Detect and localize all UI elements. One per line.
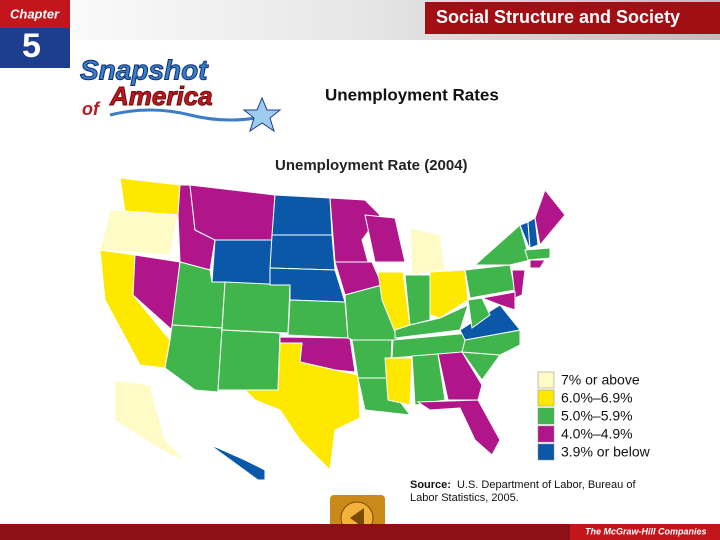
state xyxy=(511,269,526,299)
state xyxy=(429,269,469,319)
state xyxy=(211,239,273,286)
state xyxy=(524,247,551,261)
state xyxy=(269,234,336,271)
source-lead: Source: xyxy=(410,479,451,491)
state xyxy=(119,177,181,216)
state xyxy=(287,299,349,339)
state xyxy=(217,329,281,391)
source-text-2: Labor Statistics, 2005. xyxy=(410,492,519,504)
source-text-1: U.S. Department of Labor, Bureau of xyxy=(457,479,636,491)
state xyxy=(467,297,491,329)
legend-swatch xyxy=(537,389,555,407)
state xyxy=(99,209,179,256)
state xyxy=(409,227,446,276)
chapter-label: Chapter xyxy=(10,6,60,21)
state xyxy=(394,304,469,339)
state xyxy=(243,342,361,472)
state xyxy=(459,304,521,341)
logo-stripe xyxy=(109,108,271,122)
footer-bar xyxy=(0,524,720,540)
logo-of: of xyxy=(82,99,101,119)
legend-swatch xyxy=(537,425,555,443)
state xyxy=(364,214,406,263)
legend-swatch xyxy=(537,407,555,425)
state xyxy=(416,399,501,456)
legend-label: 3.9% or below xyxy=(561,444,651,460)
state xyxy=(164,324,223,393)
chapter-number: 5 xyxy=(22,27,41,65)
legend-swatch xyxy=(537,443,555,461)
state xyxy=(189,184,276,241)
us-map xyxy=(99,177,566,481)
state xyxy=(437,351,483,401)
publisher: The McGraw-Hill Companies xyxy=(585,526,707,536)
logo-star xyxy=(242,96,282,133)
logo-line2: America xyxy=(109,81,213,111)
logo-line1: Snapshot xyxy=(80,54,209,85)
state xyxy=(114,379,186,461)
state xyxy=(221,281,291,334)
state xyxy=(271,194,333,236)
banner-bg xyxy=(425,2,720,34)
chapter-badge-top xyxy=(0,0,70,28)
legend-label: 7% or above xyxy=(561,372,640,388)
state xyxy=(480,291,516,311)
state xyxy=(404,274,431,326)
back-arrow xyxy=(350,508,364,528)
state xyxy=(534,188,566,247)
source: Source: U.S. Department of Labor, Bureau … xyxy=(410,479,636,504)
state xyxy=(384,357,413,406)
state xyxy=(411,353,446,406)
state xyxy=(209,444,266,481)
banner-title: Social Structure and Society xyxy=(436,7,680,27)
legend-label: 6.0%–6.9% xyxy=(561,390,633,406)
map-title: Unemployment Rate (2004) xyxy=(275,157,468,174)
legend-label: 4.0%–4.9% xyxy=(561,426,633,442)
footer-logo-bg xyxy=(570,524,720,540)
state xyxy=(473,224,531,266)
slide-title: Unemployment Rates xyxy=(325,85,499,104)
state xyxy=(527,217,539,249)
state xyxy=(357,377,412,416)
legend-label: 5.0%–5.9% xyxy=(561,408,633,424)
legend-swatch xyxy=(537,371,555,389)
legend: 7% or above 6.0%–6.9% 5.0%–5.9% 4.0%–4.9% 3.… xyxy=(537,371,651,461)
state xyxy=(529,259,546,269)
